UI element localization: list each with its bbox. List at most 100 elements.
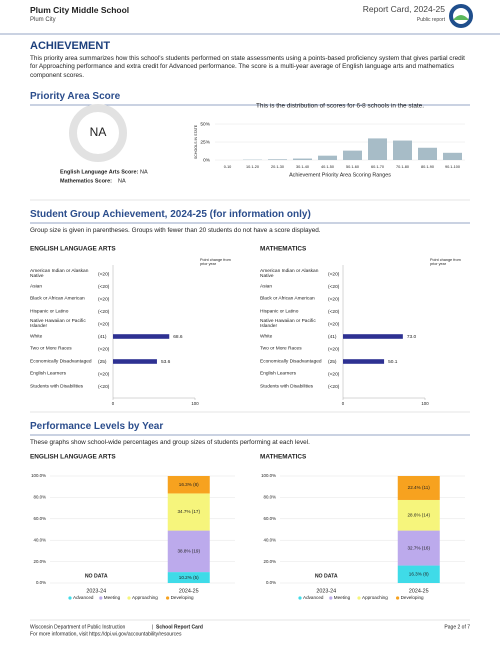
group-size: (<20) (328, 371, 340, 377)
group-label: American Indian or Alaskan Native (30, 268, 89, 279)
group-size: (<20) (328, 346, 340, 352)
x-tick-label: 80.1-90 (421, 165, 434, 169)
bar (393, 140, 412, 160)
group-size: (41) (328, 334, 337, 340)
report-access: Public report (416, 17, 445, 23)
group-label: Economically Disadvantaged (260, 358, 322, 364)
legend-label: Approaching (362, 595, 388, 600)
x-tick-label: 2023-24 (316, 588, 336, 594)
group-label: Native Hawaiian or Pacific Islander (30, 318, 86, 329)
section-text: This priority area summarizes how this s… (30, 55, 465, 79)
bar (368, 138, 387, 160)
group-label: English Learners (30, 371, 66, 377)
bar-segment (167, 493, 210, 531)
score-ring (69, 104, 127, 162)
group-label: Students with Disabilities (260, 383, 314, 389)
x-tick-label: 2024-25 (179, 588, 199, 594)
legend-label: Developing (171, 595, 194, 600)
y-tick-label: 0% (203, 157, 211, 163)
bar-segment (167, 530, 210, 573)
district-name: Plum City (30, 17, 56, 23)
group-label: Asian (260, 283, 272, 289)
group-size: (<20) (98, 296, 110, 302)
group-label: Black or African American (260, 296, 315, 302)
value-label: 28.6% (14) (408, 512, 431, 517)
x-tick-label: 0 (342, 401, 345, 406)
math-score-label: Mathematics Score: (60, 178, 112, 184)
x-tick-label: 60.1-70 (371, 165, 384, 169)
group-size: (<20) (328, 271, 340, 277)
priority-score: NA (90, 125, 107, 139)
x-tick-label: 90.1-100 (445, 165, 460, 169)
bar (418, 147, 437, 160)
section-title: ACHIEVEMENT (30, 40, 111, 52)
group-size: (<20) (98, 284, 110, 290)
group-size: (<20) (98, 309, 110, 315)
x-tick-label: 100 (191, 401, 199, 406)
x-tick-label: 2024-25 (409, 588, 429, 594)
value-label: 16.3% (8) (179, 482, 199, 487)
group-label: Hispanic or Latino (30, 308, 69, 314)
logo-shape (453, 15, 469, 20)
group-label: Asian (30, 283, 42, 289)
y-tick-label: 20.0% (34, 559, 47, 564)
legend-label: Meeting (334, 595, 351, 600)
y-tick-label: 80.0% (34, 495, 47, 500)
no-data: NO DATA (315, 573, 338, 579)
section-heading: Priority Area Score (30, 91, 121, 102)
panel-title: ENGLISH LANGUAGE ARTS (30, 246, 116, 253)
value-label: 10.2% (5) (179, 575, 199, 580)
group-label: Two or More Races (30, 346, 72, 352)
y-tick-label: 80.0% (264, 495, 277, 500)
bar (113, 334, 170, 339)
legend-label: Advanced (303, 595, 324, 600)
y-tick-label: 60.0% (264, 516, 277, 521)
legend-marker (166, 596, 170, 600)
y-axis-label: SCHOOLS IN STATE (194, 124, 198, 159)
x-tick-label: 2023-24 (86, 588, 106, 594)
x-tick-label: 40.1-50 (321, 165, 334, 169)
value-label: 68.6 (173, 334, 183, 340)
bar (443, 152, 462, 160)
section-note: These graphs show school-wide percentage… (30, 439, 310, 446)
footer-org: Wisconsin Department of Public Instructi… (30, 624, 126, 630)
legend-label: Developing (401, 595, 424, 600)
legend-label: Advanced (73, 595, 94, 600)
x-tick-label: 20.1-30 (271, 165, 284, 169)
footer-link: For more information, visit https://dpi.… (30, 631, 182, 637)
bar-segment (397, 530, 440, 566)
x-tick-label: 30.1-40 (296, 165, 309, 169)
legend-marker (68, 596, 72, 600)
footer-separator: | (152, 624, 153, 630)
x-tick-label: 70.1-80 (396, 165, 409, 169)
y-tick-label: 20.0% (264, 559, 277, 564)
column-header: Point change from prior year (200, 258, 231, 267)
value-label: 16.3% (8) (409, 571, 429, 576)
bar-segment (397, 476, 440, 500)
group-label: Two or More Races (260, 346, 302, 352)
bar (343, 150, 362, 160)
y-tick-label: 60.0% (34, 516, 47, 521)
page-number: Page 2 of 7 (444, 624, 470, 630)
section-heading: Performance Levels by Year (30, 421, 164, 432)
y-tick-label: 100.0% (261, 473, 276, 478)
value-label: 53.6 (161, 359, 171, 365)
group-label: Native Hawaiian or Pacific Islander (260, 318, 316, 329)
legend-marker (127, 596, 131, 600)
group-size: (<20) (98, 346, 110, 352)
x-tick-label: 0 (112, 401, 115, 406)
y-tick-label: 0.0% (36, 580, 46, 585)
panel-title: MATHEMATICS (260, 246, 307, 253)
y-tick-label: 25% (200, 139, 210, 145)
group-size: (<20) (328, 321, 340, 327)
no-data: NO DATA (85, 573, 108, 579)
value-label: 73.0 (407, 334, 417, 340)
legend-marker (99, 596, 103, 600)
group-label: English Learners (260, 371, 296, 377)
group-label: White (30, 333, 43, 339)
ela-score: NA (140, 169, 148, 175)
x-tick-label: 100 (421, 401, 429, 406)
x-tick-label: 50.1-60 (346, 165, 359, 169)
group-label: Hispanic or Latino (260, 308, 299, 314)
